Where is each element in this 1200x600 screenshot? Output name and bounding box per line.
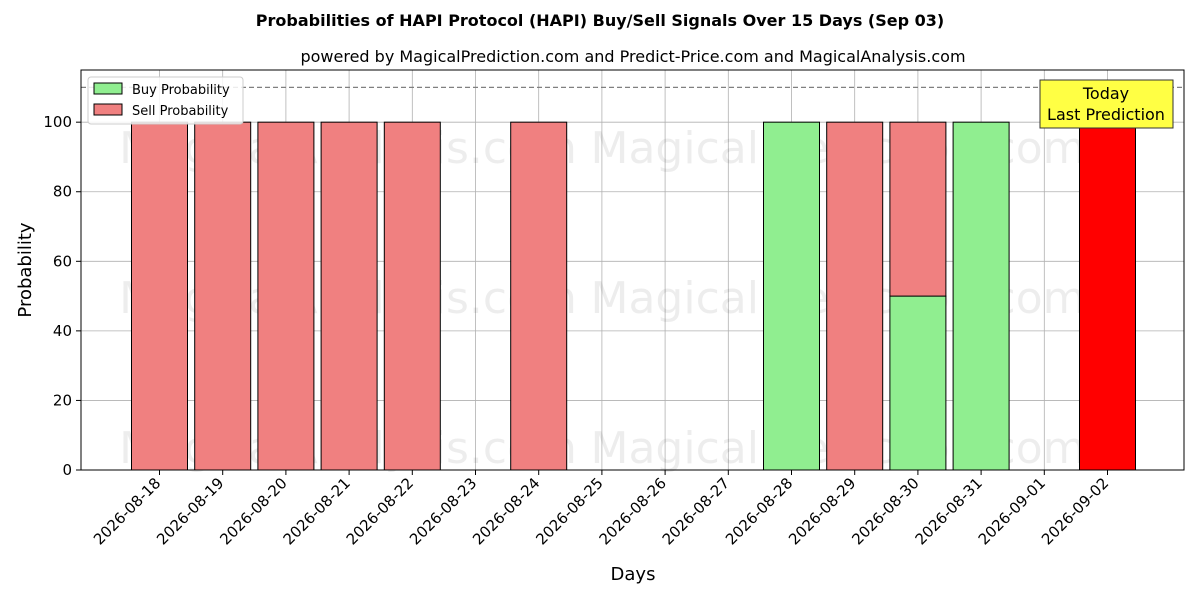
bar-sell — [131, 121, 188, 471]
x-tick-label: 2026-08-19 — [153, 474, 227, 548]
y-tick-label: 100 — [43, 113, 72, 131]
legend-swatch-sell — [93, 103, 123, 116]
bar-buy — [952, 121, 1010, 471]
bar-sell — [889, 121, 947, 297]
y-axis-ticks: 0 20 40 60 80 100 — [43, 113, 81, 479]
plot-frame — [80, 69, 1185, 471]
legend: Buy Probability Sell Probability — [87, 76, 244, 125]
x-tick-label: 2026-08-23 — [406, 474, 480, 548]
x-tick-label: 2026-08-18 — [90, 474, 164, 548]
today-label: Today — [1082, 84, 1129, 103]
x-tick-label: 2026-08-30 — [848, 474, 922, 548]
x-tick-label: 2026-08-29 — [785, 474, 859, 548]
bar-sell — [510, 121, 568, 471]
y-tick-label: 60 — [53, 252, 72, 270]
x-tick-label: 2026-08-25 — [532, 474, 606, 548]
y-tick-label: 40 — [53, 322, 72, 340]
x-tick-label: 2026-08-21 — [280, 474, 354, 548]
bar-sell — [826, 121, 884, 471]
bar-sell — [383, 121, 441, 471]
x-tick-label: 2026-08-22 — [343, 474, 417, 548]
x-tick-label: 2026-08-31 — [912, 474, 986, 548]
y-tick-label: 20 — [53, 391, 72, 409]
y-axis-label: Probability — [15, 222, 36, 317]
bar-sell — [194, 121, 252, 471]
x-axis-label: Days — [611, 564, 656, 585]
x-tick-label: 2026-08-26 — [596, 474, 670, 548]
legend-label-sell: Sell Probability — [132, 104, 229, 119]
x-tick-label: 2026-09-02 — [1038, 474, 1112, 548]
y-tick-label: 0 — [62, 461, 72, 479]
x-tick-label: 2026-09-01 — [975, 474, 1049, 548]
bar-buy — [763, 121, 820, 471]
x-tick-label: 2026-08-27 — [659, 474, 733, 548]
last-prediction-label: Last Prediction — [1047, 105, 1165, 124]
legend-label-buy: Buy Probability — [132, 83, 230, 98]
y-tick-label: 80 — [53, 183, 72, 201]
bar-sell-highlight — [1079, 121, 1136, 471]
legend-box — [87, 76, 244, 125]
x-tick-label: 2026-08-24 — [469, 474, 543, 548]
bar-sell — [320, 121, 378, 471]
chart-subtitle: powered by MagicalPrediction.com and Pre… — [300, 47, 965, 66]
legend-swatch-buy — [93, 82, 123, 95]
bar-buy — [889, 295, 947, 471]
x-tick-label: 2026-08-20 — [216, 474, 290, 548]
today-box — [1039, 79, 1174, 129]
bar-sell — [257, 121, 315, 471]
chart-title: Probabilities of HAPI Protocol (HAPI) Bu… — [256, 11, 944, 30]
bars — [131, 121, 1136, 471]
x-tick-label: 2026-08-28 — [722, 474, 796, 548]
x-axis-ticks: 2026-08-182026-08-192026-08-202026-08-21… — [90, 470, 1112, 548]
today-annotation: Today Last Prediction — [1039, 79, 1174, 129]
